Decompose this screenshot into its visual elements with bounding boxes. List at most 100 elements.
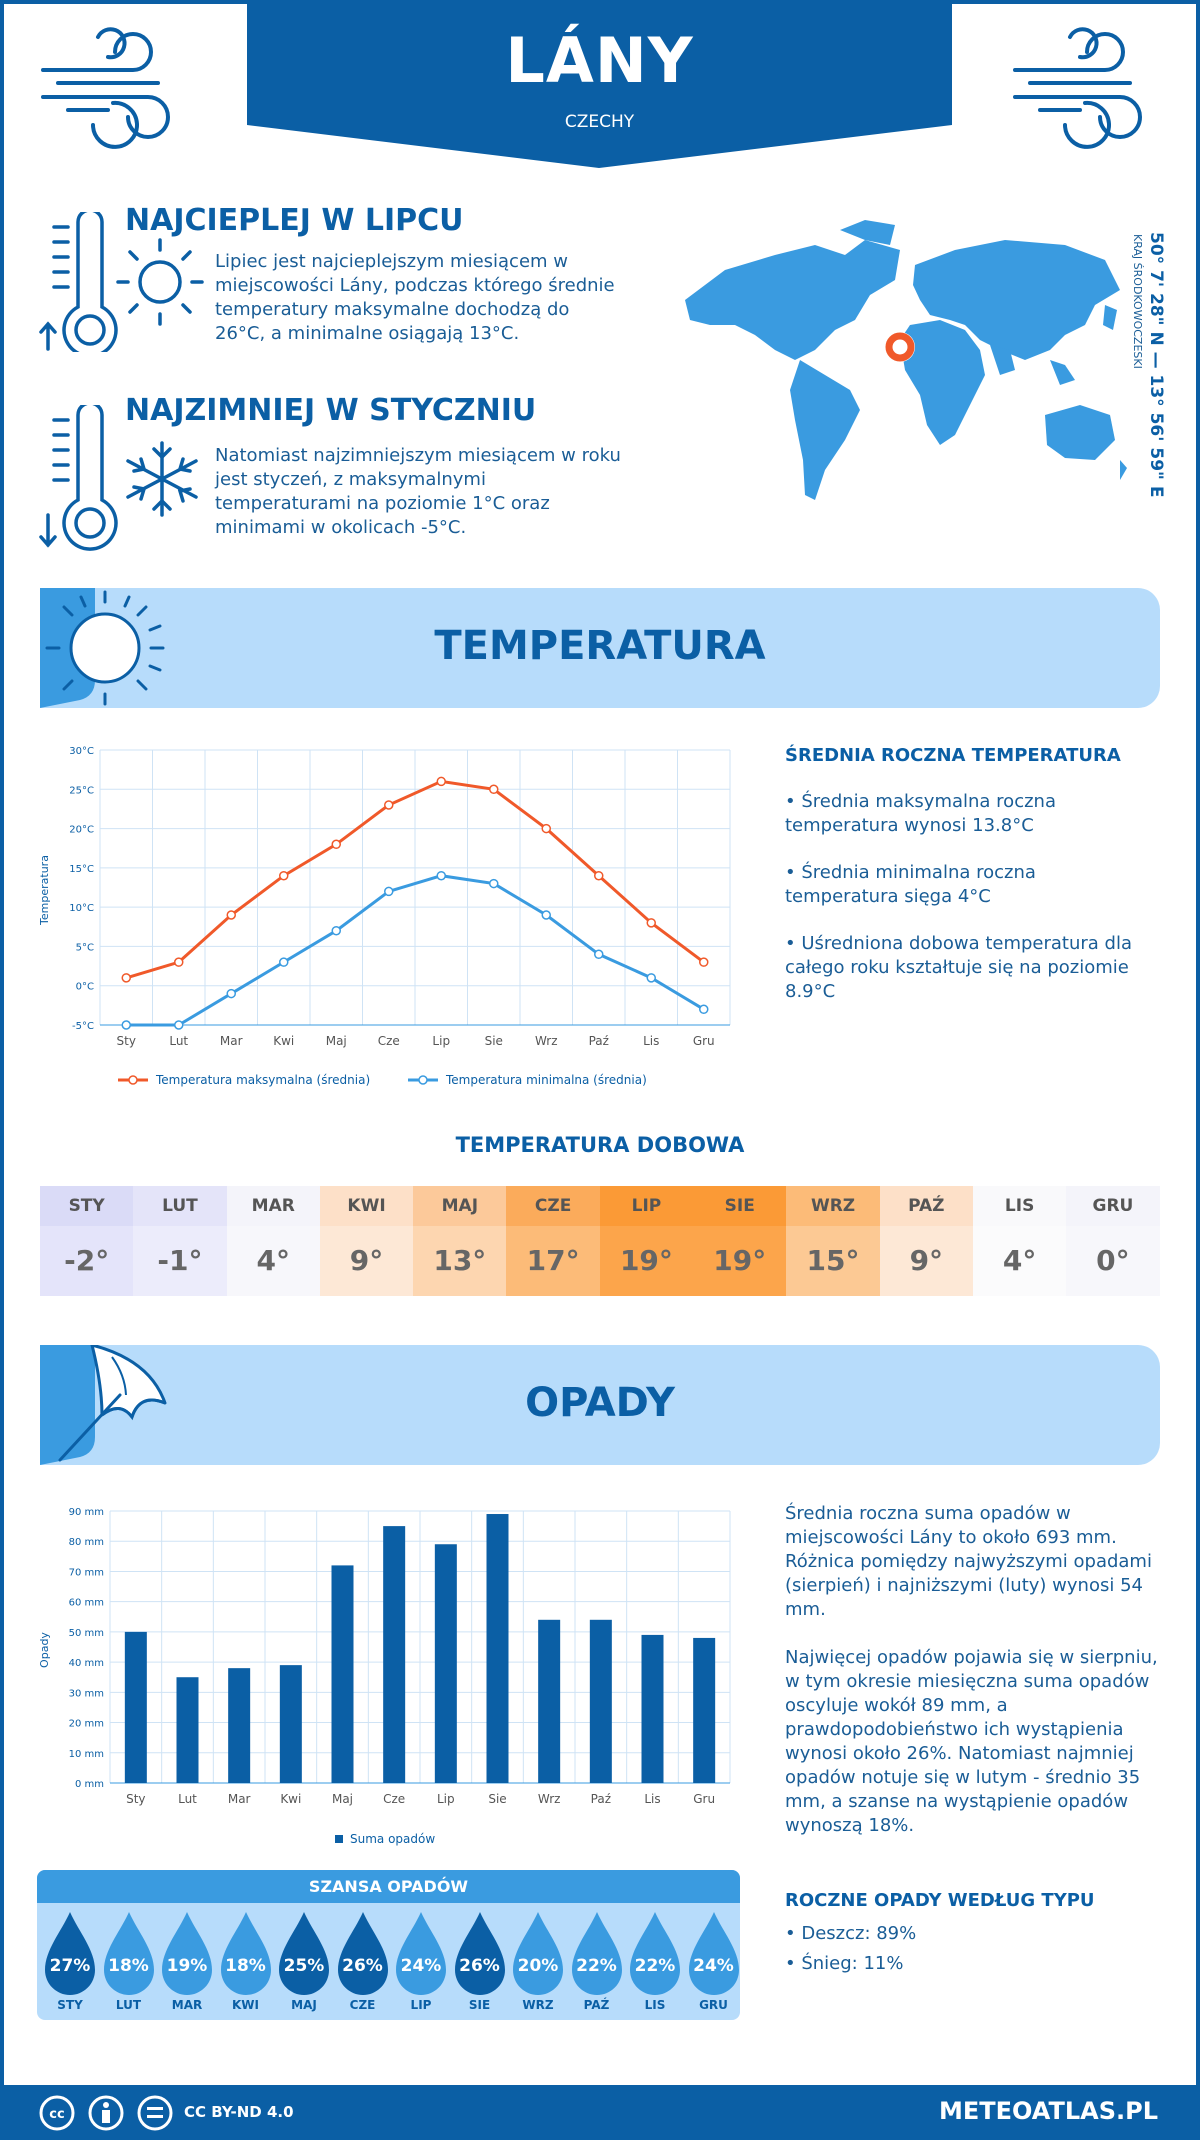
no-derivatives-icon xyxy=(137,2095,173,2131)
temp-point xyxy=(174,1020,184,1030)
daily-temp-cell: LIP 19° xyxy=(599,1186,694,1296)
coordinates: 50° 7' 28" N — 13° 56' 59" E xyxy=(1146,232,1166,498)
precip-chance-value: 26% xyxy=(459,1956,500,1976)
precip-chance-value: 24% xyxy=(693,1956,734,1976)
precip-chance-drop: 27% STY xyxy=(41,1906,99,2016)
precip-section-header: OPADY xyxy=(40,1345,1160,1465)
precip-chance-row: 27% STY 18% LUT 19% MAR 18% KWI 25% MAJ 26% CZE 24% L… xyxy=(37,1906,740,2020)
daily-month-label: MAR xyxy=(226,1186,320,1226)
precip-y-tick: 0 mm xyxy=(75,1779,104,1790)
temp-point xyxy=(541,910,551,920)
precip-y-tick: 20 mm xyxy=(69,1719,104,1730)
raindrop-icon xyxy=(162,1912,212,1995)
temp-point xyxy=(226,988,236,999)
precip-chance-month: LUT xyxy=(115,1998,142,2012)
precip-chance-drop: 18% KWI xyxy=(217,1906,275,2016)
precip-chance-month: MAJ xyxy=(291,1998,317,2012)
daily-temp-value: 19° xyxy=(693,1226,787,1296)
precip-x-tick: Sie xyxy=(488,1792,506,1806)
wind-icon-left xyxy=(41,27,170,149)
precip-bar xyxy=(589,1619,612,1783)
temp-point xyxy=(646,973,656,983)
temp-y-tick: 20°C xyxy=(69,825,94,836)
raindrop-icon xyxy=(396,1912,446,1995)
daily-temp-cell: LIS 4° xyxy=(972,1186,1067,1296)
precip-y-tick: 50 mm xyxy=(69,1628,104,1639)
precip-chance-value: 22% xyxy=(576,1956,617,1976)
precip-y-tick: 40 mm xyxy=(69,1658,104,1669)
raindrop-icon xyxy=(103,1912,154,1995)
daily-temp-cell: MAJ 13° xyxy=(413,1186,507,1296)
temp-x-tick: Gru xyxy=(693,1034,715,1048)
raindrop-icon xyxy=(45,1912,95,1995)
temp-point xyxy=(489,878,499,889)
daily-temp-cell: STY -2° xyxy=(40,1186,134,1296)
daily-temp-table: STY -2° LUT -1° MAR 4° KWI 9° MAJ 13° CZE 17° LIP 19°… xyxy=(40,1186,1160,1296)
temperature-chart: Temperatura -5°C 0°C 5°C 10°C 15°C 20°C 25°C 30… xyxy=(38,746,731,1087)
precip-bar xyxy=(228,1668,251,1783)
daily-temp-value: 4° xyxy=(226,1226,320,1296)
temp-stat-max: • Średnia maksymalna roczna temperatura … xyxy=(785,791,1056,836)
temp-x-tick: Kwi xyxy=(273,1034,294,1048)
daily-month-label: PAŹ xyxy=(879,1186,973,1226)
daily-temp-value: 15° xyxy=(786,1226,880,1296)
umbrella-icon xyxy=(40,1345,167,1465)
precip-summary-text: Średnia roczna suma opadów w miejscowośc… xyxy=(785,1503,1152,1620)
precip-chance-drop: 26% SIE xyxy=(451,1906,509,2016)
temp-y-axis-label: Temperatura xyxy=(38,855,51,926)
daily-temp-value: 0° xyxy=(1066,1226,1160,1296)
temp-point xyxy=(121,1020,131,1030)
precip-chance-month: STY xyxy=(57,1998,83,2012)
daily-month-label: CZE xyxy=(506,1186,600,1226)
daily-month-label: LUT xyxy=(133,1186,227,1226)
precip-detail-text: Najwięcej opadów pojawia się w sierpniu,… xyxy=(785,1647,1158,1836)
temp-x-tick: Lis xyxy=(643,1034,659,1048)
footer: cc CC BY-ND 4.0 METEOATLAS.PL xyxy=(0,2085,1200,2140)
temp-series-line-0 xyxy=(125,779,705,980)
precip-x-tick: Lut xyxy=(178,1792,197,1806)
daily-temp-cell: MAR 4° xyxy=(226,1186,320,1296)
temperature-title: TEMPERATURA xyxy=(434,623,766,669)
city-name: LÁNY xyxy=(505,24,694,97)
precip-chance-drop: 22% PAŹ xyxy=(568,1906,626,2016)
precip-x-tick: Kwi xyxy=(280,1792,301,1806)
temp-point xyxy=(384,886,394,897)
daily-temp-cell: PAŹ 9° xyxy=(879,1186,973,1296)
precip-x-tick: Lip xyxy=(437,1792,455,1806)
raindrop-icon xyxy=(630,1912,680,1995)
temp-point xyxy=(489,784,499,795)
temp-y-tick: -5°C xyxy=(72,1021,94,1032)
precip-chance-month: CZE xyxy=(349,1998,376,2012)
precip-chance-month: LIP xyxy=(410,1998,432,2012)
daily-temp-cell: SIE 19° xyxy=(693,1186,787,1296)
daily-month-label: MAJ xyxy=(413,1186,507,1226)
temp-point xyxy=(384,800,394,810)
site-link[interactable]: METEOATLAS.PL xyxy=(938,2097,1158,2125)
thermometer-sun-icon xyxy=(39,212,204,352)
coldest-title: NAJZIMNIEJ W STYCZNIU xyxy=(125,393,537,428)
precip-bar xyxy=(124,1631,147,1783)
temp-point xyxy=(174,957,184,967)
daily-month-label: WRZ xyxy=(786,1186,880,1226)
temperature-section-header: TEMPERATURA xyxy=(40,588,1160,708)
temp-x-tick: Paź xyxy=(589,1034,609,1048)
precip-bar xyxy=(331,1565,354,1783)
temp-y-tick: 10°C xyxy=(69,903,94,914)
warmest-title: NAJCIEPLEJ W LIPCU xyxy=(125,203,464,238)
daily-month-label: SIE xyxy=(693,1186,787,1226)
temp-point xyxy=(646,918,656,928)
precip-x-tick: Lis xyxy=(644,1792,660,1806)
raindrop-icon xyxy=(688,1912,739,1995)
precip-y-tick: 10 mm xyxy=(69,1749,104,1760)
precip-bar xyxy=(279,1665,302,1783)
precip-x-tick: Gru xyxy=(693,1792,715,1806)
temp-x-tick: Sie xyxy=(485,1034,503,1048)
precip-y-tick: 60 mm xyxy=(69,1598,104,1609)
precip-bar xyxy=(176,1677,199,1783)
temp-y-tick: 25°C xyxy=(69,785,94,796)
precip-x-tick: Maj xyxy=(332,1792,353,1806)
temp-x-tick: Wrz xyxy=(535,1034,558,1048)
daily-month-label: GRU xyxy=(1066,1186,1160,1226)
precip-chance-month: WRZ xyxy=(522,1998,554,2012)
daily-month-label: LIP xyxy=(599,1186,694,1226)
